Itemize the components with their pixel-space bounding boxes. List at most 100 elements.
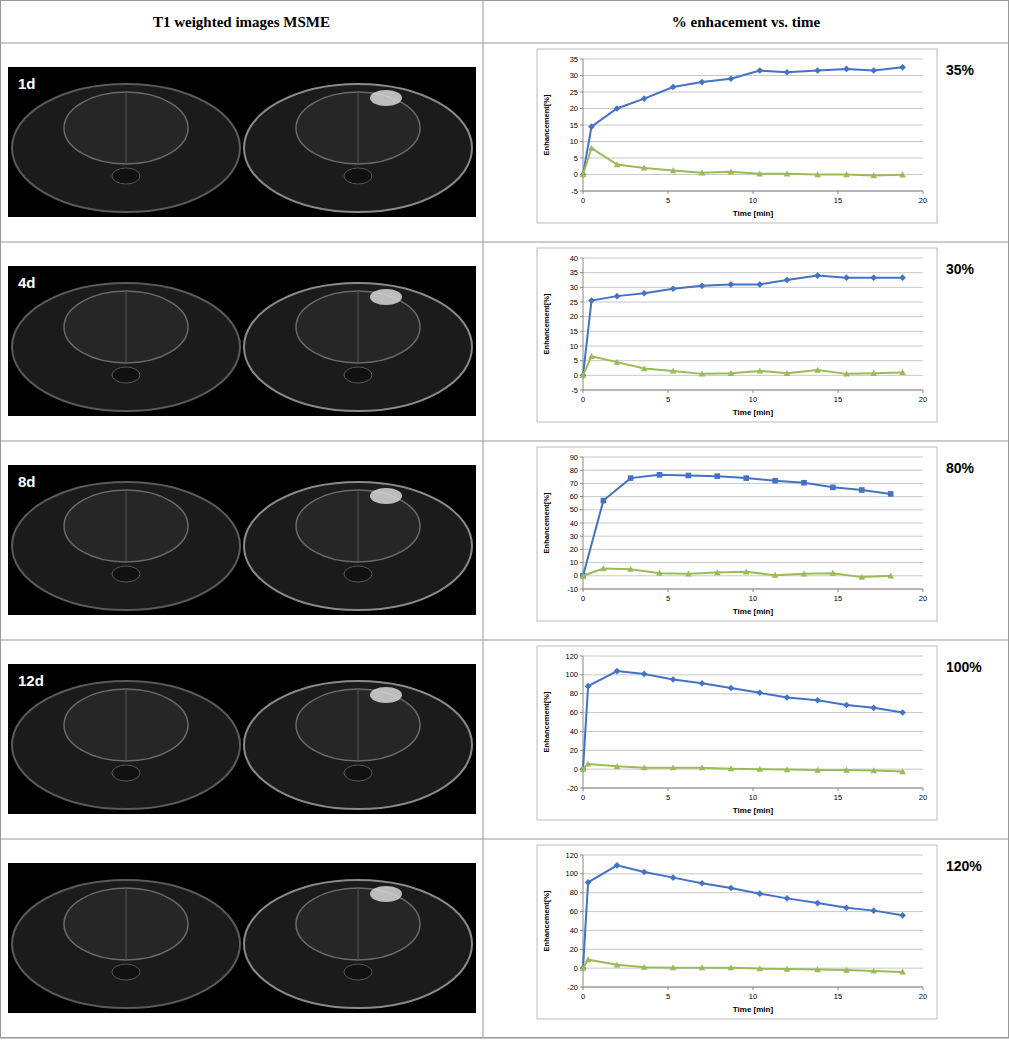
head-outline: [12, 681, 240, 809]
marker: [588, 145, 595, 151]
marker: [699, 964, 706, 970]
x-tick-label: 15: [834, 992, 842, 1001]
y-tick-label: 35: [570, 268, 578, 277]
brain-outline: [296, 888, 420, 960]
x-tick-label: 0: [581, 594, 585, 603]
row-divider: [0, 640, 1009, 641]
y-tick-label: 5: [574, 154, 578, 163]
marker: [899, 768, 906, 774]
row-divider: [0, 441, 1009, 442]
series-line: [583, 671, 903, 769]
head-outline: [12, 880, 240, 1008]
x-tick: [583, 788, 584, 791]
grid-line: [583, 302, 923, 303]
marker: [814, 900, 821, 907]
marker: [870, 907, 877, 914]
y-tick-label: -5: [571, 386, 578, 395]
marker: [585, 956, 592, 962]
x-tick: [838, 788, 839, 791]
x-axis-title: Time [min]: [733, 1005, 774, 1014]
y-tick-label: -5: [571, 187, 578, 196]
x-tick-label: 10: [749, 196, 757, 205]
marker: [784, 694, 791, 701]
y-tick-label: 80: [570, 689, 578, 698]
grid-line: [583, 496, 923, 497]
marker: [614, 962, 621, 968]
row-divider: [0, 1038, 1009, 1039]
y-axis: [583, 457, 584, 589]
mri-images: [8, 67, 476, 217]
marker: [728, 685, 735, 692]
grid-line: [583, 287, 923, 288]
enhancing-region: [370, 687, 402, 703]
x-tick-label: 20: [919, 395, 927, 404]
brain-outline: [296, 92, 420, 164]
x-tick-label: 5: [666, 594, 670, 603]
x-tick: [923, 589, 924, 592]
marker: [784, 277, 791, 284]
percent-label: 80%: [946, 460, 975, 476]
axes: -5051015202530354005101520Time [min]Enha…: [542, 254, 927, 418]
y-tick-label: 0: [574, 371, 578, 380]
percent-label: 120%: [946, 858, 982, 874]
midline: [126, 92, 127, 164]
marker: [588, 353, 595, 359]
x-tick: [923, 788, 924, 791]
series-line: [583, 356, 903, 375]
y-tick-label: 40: [570, 254, 578, 263]
y-tick-label: -10: [567, 585, 578, 594]
column-header: % enhacement vs. time: [672, 14, 821, 30]
chart-box: [537, 248, 937, 422]
marker: [814, 367, 821, 373]
ventral-structure: [112, 765, 140, 781]
x-tick: [668, 788, 669, 791]
marker: [870, 274, 877, 281]
marker: [714, 569, 721, 575]
brain-outline: [296, 689, 420, 761]
marker: [757, 171, 764, 177]
y-tick-label: 5: [574, 356, 578, 365]
grid-line: [583, 360, 923, 361]
marker: [614, 161, 621, 167]
grid-line: [583, 457, 923, 458]
marker: [728, 370, 735, 376]
head-outline: [244, 84, 472, 212]
enhancing-region: [370, 488, 402, 504]
ventral-structure: [112, 367, 140, 383]
x-tick: [923, 191, 924, 194]
grid-line: [583, 125, 923, 126]
midline: [126, 689, 127, 761]
y-tick-label: 20: [570, 104, 578, 113]
marker: [859, 487, 865, 493]
enhancing-region: [370, 90, 402, 106]
x-tick: [923, 390, 924, 393]
marker: [899, 709, 906, 716]
row-divider: [0, 43, 1009, 44]
marker: [870, 705, 877, 712]
brain-outline: [64, 490, 188, 562]
y-axis-title: Enhancement[%]: [542, 94, 551, 155]
marker: [670, 676, 677, 683]
plot-area: [580, 472, 894, 580]
x-tick-label: 10: [749, 395, 757, 404]
y-tick-label: 20: [570, 545, 578, 554]
ventral-structure: [344, 367, 372, 383]
y-tick-label: 10: [570, 558, 578, 567]
x-tick: [753, 788, 754, 791]
x-tick: [583, 987, 584, 990]
plot-area: [580, 668, 906, 774]
marker: [784, 966, 791, 972]
axes: -2002040608010012005101520Time [min]Enha…: [542, 851, 927, 1015]
marker: [715, 473, 721, 479]
marker: [899, 274, 906, 281]
marker: [614, 293, 621, 300]
mri-background: [8, 266, 476, 416]
marker: [699, 680, 706, 687]
axes: -50510152025303505101520Time [min]Enhanc…: [542, 55, 927, 219]
marker: [814, 767, 821, 773]
midline: [358, 490, 359, 562]
ventral-structure: [344, 765, 372, 781]
midline: [126, 490, 127, 562]
y-tick-label: 0: [574, 765, 578, 774]
grid-line: [583, 562, 923, 563]
